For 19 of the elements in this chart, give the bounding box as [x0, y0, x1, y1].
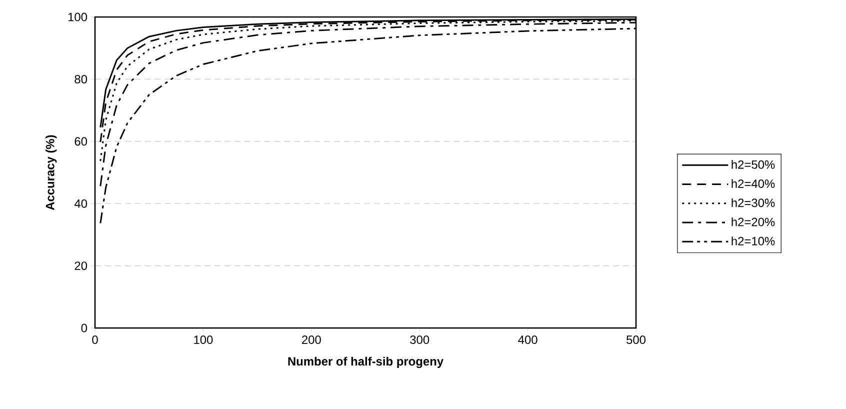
legend-label: h2=50%: [732, 160, 775, 169]
y-tick-label: 0: [81, 324, 88, 332]
y-tick-label: 40: [74, 199, 88, 208]
legend-label: h2=20%: [732, 217, 775, 226]
x-axis-title: Number of half-sib progeny: [288, 356, 444, 368]
x-tick-label: 500: [626, 336, 646, 344]
y-axis-title: Accuracy (%): [46, 135, 57, 210]
y-tick-label: 80: [74, 74, 88, 84]
x-tick-label: 0: [92, 336, 98, 344]
y-tick-label: 20: [74, 262, 88, 270]
y-tick-label: 60: [74, 137, 88, 146]
legend-label: h2=30%: [732, 198, 775, 208]
x-tick-label: 100: [194, 336, 213, 344]
y-tick-label: 100: [68, 12, 88, 22]
x-tick-label: 300: [410, 336, 430, 344]
legend-label: h2=40%: [732, 179, 775, 188]
x-tick-label: 200: [302, 336, 321, 344]
legend-label: h2=10%: [732, 236, 775, 246]
x-tick-label: 400: [518, 336, 538, 344]
